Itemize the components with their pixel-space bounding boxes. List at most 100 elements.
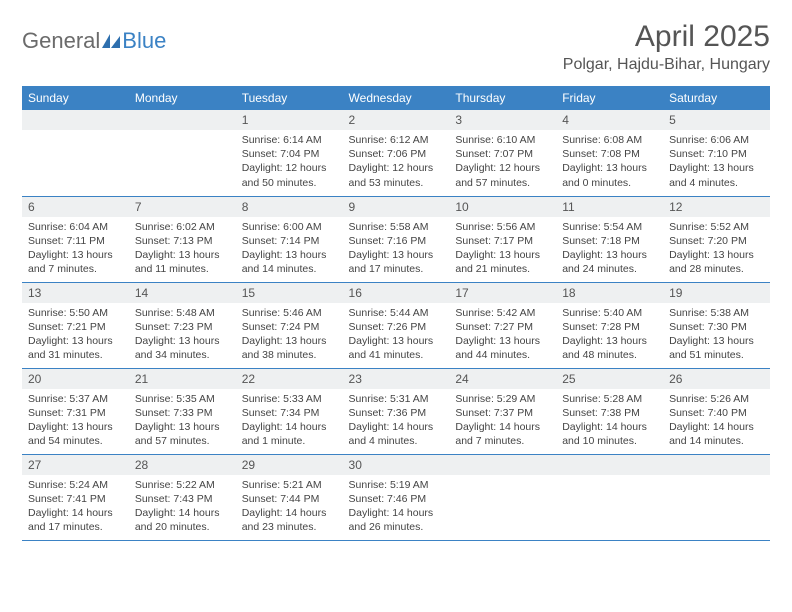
day-number: 27 — [22, 455, 129, 475]
day-info: Sunrise: 5:22 AMSunset: 7:43 PMDaylight:… — [129, 475, 236, 539]
calendar-day-cell: 18Sunrise: 5:40 AMSunset: 7:28 PMDayligh… — [556, 282, 663, 368]
day-number: 9 — [343, 197, 450, 217]
day-info: Sunrise: 5:33 AMSunset: 7:34 PMDaylight:… — [236, 389, 343, 453]
calendar-day-cell — [663, 454, 770, 540]
calendar-week-row: 27Sunrise: 5:24 AMSunset: 7:41 PMDayligh… — [22, 454, 770, 540]
day-info: Sunrise: 5:35 AMSunset: 7:33 PMDaylight:… — [129, 389, 236, 453]
day-info: Sunrise: 6:10 AMSunset: 7:07 PMDaylight:… — [449, 130, 556, 194]
day-info: Sunrise: 5:19 AMSunset: 7:46 PMDaylight:… — [343, 475, 450, 539]
day-info: Sunrise: 5:21 AMSunset: 7:44 PMDaylight:… — [236, 475, 343, 539]
calendar-day-cell: 28Sunrise: 5:22 AMSunset: 7:43 PMDayligh… — [129, 454, 236, 540]
day-number: 4 — [556, 110, 663, 130]
day-number: 8 — [236, 197, 343, 217]
day-number: 22 — [236, 369, 343, 389]
location-text: Polgar, Hajdu-Bihar, Hungary — [563, 56, 770, 74]
calendar-day-cell: 29Sunrise: 5:21 AMSunset: 7:44 PMDayligh… — [236, 454, 343, 540]
day-info: Sunrise: 5:29 AMSunset: 7:37 PMDaylight:… — [449, 389, 556, 453]
day-number: 3 — [449, 110, 556, 130]
weekday-header: Thursday — [449, 86, 556, 110]
weekday-header: Tuesday — [236, 86, 343, 110]
month-title: April 2025 — [563, 20, 770, 54]
day-info: Sunrise: 5:44 AMSunset: 7:26 PMDaylight:… — [343, 303, 450, 367]
day-info: Sunrise: 6:12 AMSunset: 7:06 PMDaylight:… — [343, 130, 450, 194]
day-info: Sunrise: 5:26 AMSunset: 7:40 PMDaylight:… — [663, 389, 770, 453]
day-number: 28 — [129, 455, 236, 475]
weekday-header-row: SundayMondayTuesdayWednesdayThursdayFrid… — [22, 86, 770, 110]
day-number: 16 — [343, 283, 450, 303]
day-number: 7 — [129, 197, 236, 217]
day-number: 10 — [449, 197, 556, 217]
weekday-header: Sunday — [22, 86, 129, 110]
calendar-week-row: 6Sunrise: 6:04 AMSunset: 7:11 PMDaylight… — [22, 196, 770, 282]
calendar-day-cell: 22Sunrise: 5:33 AMSunset: 7:34 PMDayligh… — [236, 368, 343, 454]
calendar-day-cell: 24Sunrise: 5:29 AMSunset: 7:37 PMDayligh… — [449, 368, 556, 454]
calendar-day-cell: 20Sunrise: 5:37 AMSunset: 7:31 PMDayligh… — [22, 368, 129, 454]
calendar-day-cell: 14Sunrise: 5:48 AMSunset: 7:23 PMDayligh… — [129, 282, 236, 368]
day-info: Sunrise: 5:38 AMSunset: 7:30 PMDaylight:… — [663, 303, 770, 367]
calendar-day-cell: 10Sunrise: 5:56 AMSunset: 7:17 PMDayligh… — [449, 196, 556, 282]
calendar-day-cell: 19Sunrise: 5:38 AMSunset: 7:30 PMDayligh… — [663, 282, 770, 368]
day-number: 15 — [236, 283, 343, 303]
weekday-header: Friday — [556, 86, 663, 110]
day-info: Sunrise: 5:46 AMSunset: 7:24 PMDaylight:… — [236, 303, 343, 367]
calendar-day-cell: 4Sunrise: 6:08 AMSunset: 7:08 PMDaylight… — [556, 110, 663, 196]
day-info: Sunrise: 5:52 AMSunset: 7:20 PMDaylight:… — [663, 217, 770, 281]
day-info: Sunrise: 5:50 AMSunset: 7:21 PMDaylight:… — [22, 303, 129, 367]
calendar-day-cell: 13Sunrise: 5:50 AMSunset: 7:21 PMDayligh… — [22, 282, 129, 368]
calendar-day-cell: 27Sunrise: 5:24 AMSunset: 7:41 PMDayligh… — [22, 454, 129, 540]
day-number: 17 — [449, 283, 556, 303]
day-info: Sunrise: 6:06 AMSunset: 7:10 PMDaylight:… — [663, 130, 770, 194]
weekday-header: Monday — [129, 86, 236, 110]
calendar-day-cell: 30Sunrise: 5:19 AMSunset: 7:46 PMDayligh… — [343, 454, 450, 540]
day-number: 21 — [129, 369, 236, 389]
day-info: Sunrise: 5:54 AMSunset: 7:18 PMDaylight:… — [556, 217, 663, 281]
day-info: Sunrise: 5:31 AMSunset: 7:36 PMDaylight:… — [343, 389, 450, 453]
day-number-empty — [556, 455, 663, 475]
day-number: 19 — [663, 283, 770, 303]
day-number: 14 — [129, 283, 236, 303]
day-number: 25 — [556, 369, 663, 389]
day-info: Sunrise: 6:08 AMSunset: 7:08 PMDaylight:… — [556, 130, 663, 194]
weekday-header: Saturday — [663, 86, 770, 110]
day-info: Sunrise: 6:02 AMSunset: 7:13 PMDaylight:… — [129, 217, 236, 281]
logo: General Blue — [22, 20, 166, 54]
day-info: Sunrise: 6:04 AMSunset: 7:11 PMDaylight:… — [22, 217, 129, 281]
day-number-empty — [449, 455, 556, 475]
day-number: 1 — [236, 110, 343, 130]
day-info: Sunrise: 5:28 AMSunset: 7:38 PMDaylight:… — [556, 389, 663, 453]
day-number-empty — [129, 110, 236, 130]
calendar-day-cell: 16Sunrise: 5:44 AMSunset: 7:26 PMDayligh… — [343, 282, 450, 368]
day-number: 30 — [343, 455, 450, 475]
logo-sail-icon — [102, 34, 120, 48]
day-number: 29 — [236, 455, 343, 475]
day-info: Sunrise: 5:37 AMSunset: 7:31 PMDaylight:… — [22, 389, 129, 453]
day-number-empty — [663, 455, 770, 475]
calendar-day-cell: 26Sunrise: 5:26 AMSunset: 7:40 PMDayligh… — [663, 368, 770, 454]
day-number: 2 — [343, 110, 450, 130]
calendar-day-cell: 7Sunrise: 6:02 AMSunset: 7:13 PMDaylight… — [129, 196, 236, 282]
calendar-week-row: 13Sunrise: 5:50 AMSunset: 7:21 PMDayligh… — [22, 282, 770, 368]
day-info: Sunrise: 5:24 AMSunset: 7:41 PMDaylight:… — [22, 475, 129, 539]
logo-text-general: General — [22, 28, 100, 54]
calendar-day-cell: 3Sunrise: 6:10 AMSunset: 7:07 PMDaylight… — [449, 110, 556, 196]
day-number: 11 — [556, 197, 663, 217]
day-info: Sunrise: 5:42 AMSunset: 7:27 PMDaylight:… — [449, 303, 556, 367]
day-number: 5 — [663, 110, 770, 130]
calendar-day-cell: 5Sunrise: 6:06 AMSunset: 7:10 PMDaylight… — [663, 110, 770, 196]
calendar-day-cell: 23Sunrise: 5:31 AMSunset: 7:36 PMDayligh… — [343, 368, 450, 454]
calendar-day-cell — [22, 110, 129, 196]
calendar-day-cell: 17Sunrise: 5:42 AMSunset: 7:27 PMDayligh… — [449, 282, 556, 368]
calendar-day-cell: 1Sunrise: 6:14 AMSunset: 7:04 PMDaylight… — [236, 110, 343, 196]
calendar-day-cell: 6Sunrise: 6:04 AMSunset: 7:11 PMDaylight… — [22, 196, 129, 282]
calendar-day-cell: 8Sunrise: 6:00 AMSunset: 7:14 PMDaylight… — [236, 196, 343, 282]
day-number: 6 — [22, 197, 129, 217]
calendar-week-row: 1Sunrise: 6:14 AMSunset: 7:04 PMDaylight… — [22, 110, 770, 196]
calendar-day-cell — [449, 454, 556, 540]
calendar-day-cell — [556, 454, 663, 540]
day-number: 18 — [556, 283, 663, 303]
calendar-table: SundayMondayTuesdayWednesdayThursdayFrid… — [22, 86, 770, 541]
weekday-header: Wednesday — [343, 86, 450, 110]
calendar-day-cell: 12Sunrise: 5:52 AMSunset: 7:20 PMDayligh… — [663, 196, 770, 282]
day-number: 24 — [449, 369, 556, 389]
day-number: 13 — [22, 283, 129, 303]
